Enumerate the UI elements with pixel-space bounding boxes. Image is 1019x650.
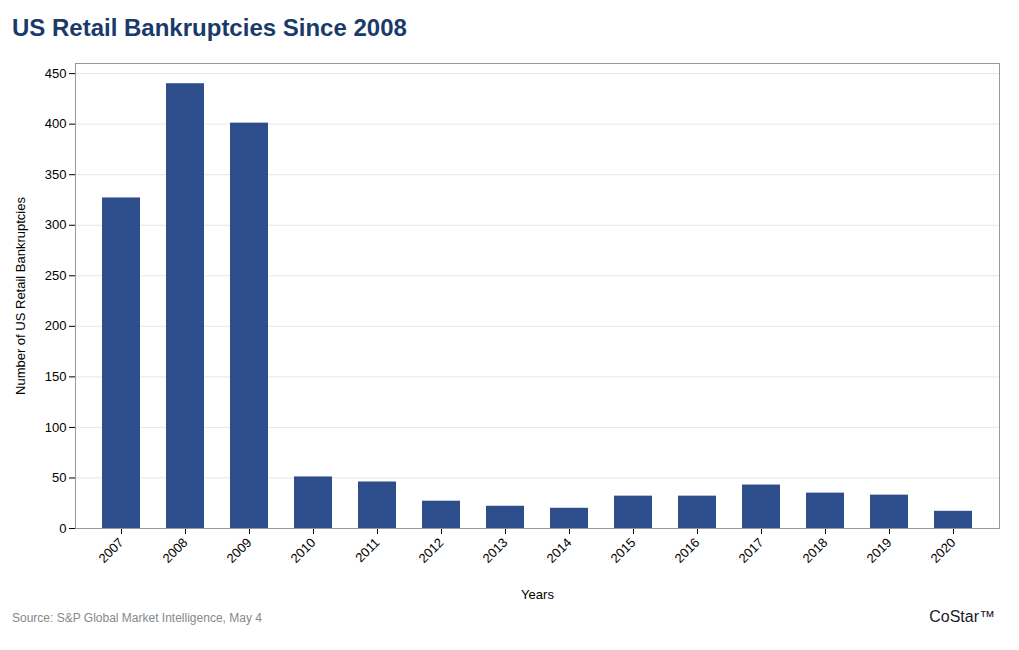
- svg-text:2016: 2016: [672, 535, 703, 566]
- svg-text:2013: 2013: [480, 535, 511, 566]
- svg-text:250: 250: [45, 268, 67, 283]
- svg-text:2015: 2015: [608, 535, 639, 566]
- svg-text:300: 300: [45, 217, 67, 232]
- svg-text:2018: 2018: [800, 535, 831, 566]
- svg-text:Years: Years: [521, 587, 554, 602]
- svg-text:2008: 2008: [160, 535, 191, 566]
- svg-text:2012: 2012: [416, 535, 447, 566]
- svg-text:2009: 2009: [224, 535, 255, 566]
- svg-text:2014: 2014: [544, 535, 575, 566]
- svg-text:0: 0: [59, 521, 66, 536]
- svg-text:50: 50: [52, 470, 66, 485]
- svg-text:450: 450: [45, 66, 67, 81]
- svg-text:2007: 2007: [96, 535, 127, 566]
- svg-text:2011: 2011: [352, 535, 382, 565]
- svg-text:200: 200: [45, 318, 67, 333]
- html-text:Source: S&P Global Market Inte: Source: S&P Global Market Intelligence, …: [12, 611, 262, 625]
- svg-text:2010: 2010: [288, 535, 319, 566]
- svg-text:2017: 2017: [736, 535, 767, 566]
- svg-text:100: 100: [45, 420, 67, 435]
- html-text:CoStar™: CoStar™: [929, 608, 995, 625]
- svg-text:400: 400: [45, 116, 67, 131]
- html-text:US Retail Bankruptcies Since 2: US Retail Bankruptcies Since 2008: [12, 14, 407, 41]
- svg-text:350: 350: [45, 167, 67, 182]
- svg-text:Number of US Retail Bankruptci: Number of US Retail Bankruptcies: [13, 197, 28, 395]
- svg-text:2020: 2020: [928, 535, 959, 566]
- svg-text:2019: 2019: [864, 535, 895, 566]
- svg-text:150: 150: [45, 369, 67, 384]
